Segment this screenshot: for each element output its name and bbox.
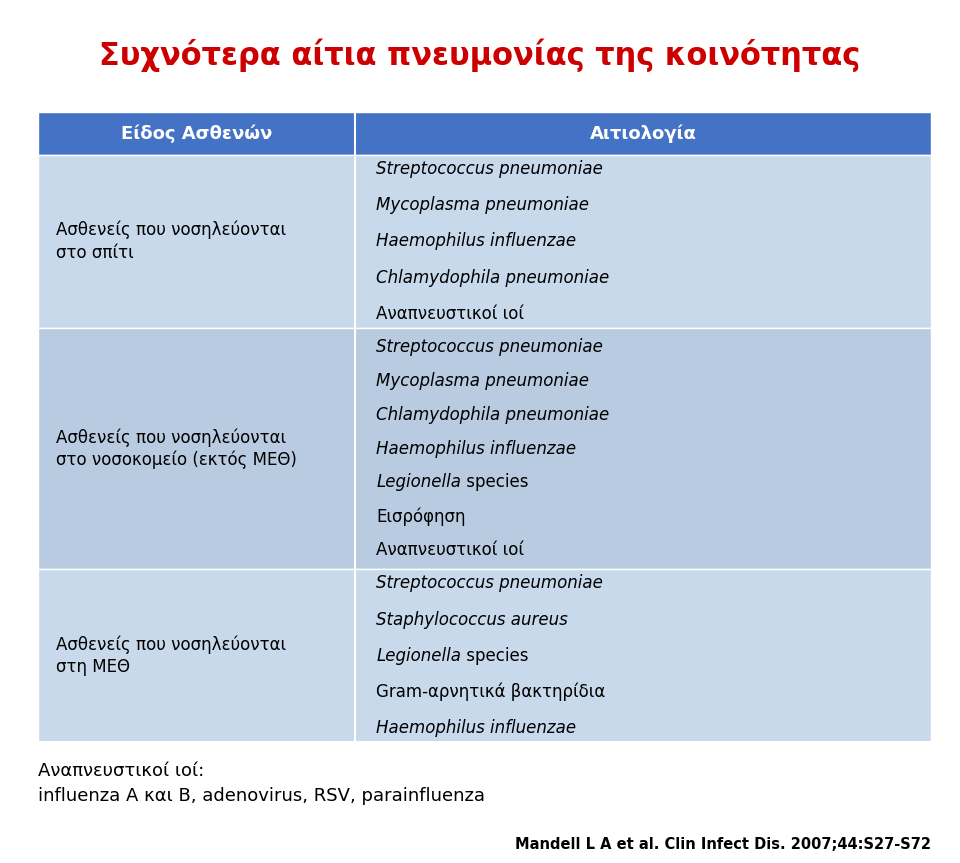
Text: Haemophilus influenzae: Haemophilus influenzae	[376, 720, 577, 737]
Bar	[38, 112, 931, 155]
Text: Legionella: Legionella	[376, 647, 462, 665]
Text: Legionella: Legionella	[376, 474, 462, 491]
Text: Gram-αρνητικά βακτηρίδια: Gram-αρνητικά βακτηρίδια	[376, 683, 606, 702]
Text: Αναπνευστικοί ιοί: Αναπνευστικοί ιοί	[376, 541, 524, 559]
Text: Mandell L A et al. Clin Infect Dis. 2007;44:S27-S72: Mandell L A et al. Clin Infect Dis. 2007…	[516, 836, 931, 852]
Text: influenza A και B, adenovirus, RSV, parainfluenza: influenza A και B, adenovirus, RSV, para…	[38, 787, 486, 804]
Text: Mycoplasma pneumoniae: Mycoplasma pneumoniae	[376, 196, 589, 214]
Text: Staphylococcus aureus: Staphylococcus aureus	[376, 610, 568, 628]
Text: Ασθενείς που νοσηλεύονται: Ασθενείς που νοσηλεύονται	[56, 428, 286, 447]
Text: στο σπίτι: στο σπίτι	[56, 243, 133, 261]
Text: Αναπνευστικοί ιοί: Αναπνευστικοί ιοί	[376, 305, 524, 323]
Text: Εισρόφηση: Εισρόφηση	[376, 507, 466, 526]
Text: Αιτιολογία: Αιτιολογία	[589, 124, 697, 143]
Text: στο νοσοκομείο (εκτός ΜΕΘ): στο νοσοκομείο (εκτός ΜΕΘ)	[56, 450, 297, 469]
Text: Chlamydophila pneumoniae: Chlamydophila pneumoniae	[376, 268, 610, 287]
Text: Haemophilus influenzae: Haemophilus influenzae	[376, 232, 577, 250]
Text: species: species	[462, 647, 529, 665]
Text: στη ΜΕΘ: στη ΜΕΘ	[56, 658, 130, 676]
Text: Haemophilus influenzae: Haemophilus influenzae	[376, 439, 577, 457]
Text: Ασθενείς που νοσηλεύονται: Ασθενείς που νοσηλεύονται	[56, 635, 286, 654]
Text: Chlamydophila pneumoniae: Chlamydophila pneumoniae	[376, 406, 610, 424]
Text: species: species	[462, 474, 529, 491]
Text: Streptococcus pneumoniae: Streptococcus pneumoniae	[376, 160, 603, 178]
Bar	[38, 570, 931, 742]
Text: Είδος Ασθενών: Είδος Ασθενών	[121, 124, 273, 143]
Text: Συχνότερα αίτια πνευμονίας της κοινότητας: Συχνότερα αίτια πνευμονίας της κοινότητα…	[100, 39, 860, 72]
Text: Streptococcus pneumoniae: Streptococcus pneumoniae	[376, 338, 603, 356]
Bar	[38, 155, 931, 328]
Text: Mycoplasma pneumoniae: Mycoplasma pneumoniae	[376, 372, 589, 390]
Text: Αναπνευστικοί ιοί:: Αναπνευστικοί ιοί:	[38, 762, 204, 779]
Bar	[38, 328, 931, 570]
Text: Ασθενείς που νοσηλεύονται: Ασθενείς που νοσηλεύονται	[56, 221, 286, 239]
Text: Streptococcus pneumoniae: Streptococcus pneumoniae	[376, 574, 603, 592]
